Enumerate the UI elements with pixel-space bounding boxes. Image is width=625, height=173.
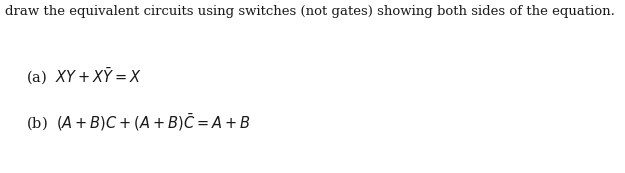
Text: draw the equivalent circuits using switches (not gates) showing both sides of th: draw the equivalent circuits using switc… bbox=[5, 5, 615, 18]
Text: (a)  $XY + X\bar{Y} = X$: (a) $XY + X\bar{Y} = X$ bbox=[26, 66, 142, 86]
Text: (b)  $(A+B)C + (A+B)\bar{C} = A+B$: (b) $(A+B)C + (A+B)\bar{C} = A+B$ bbox=[26, 112, 251, 134]
